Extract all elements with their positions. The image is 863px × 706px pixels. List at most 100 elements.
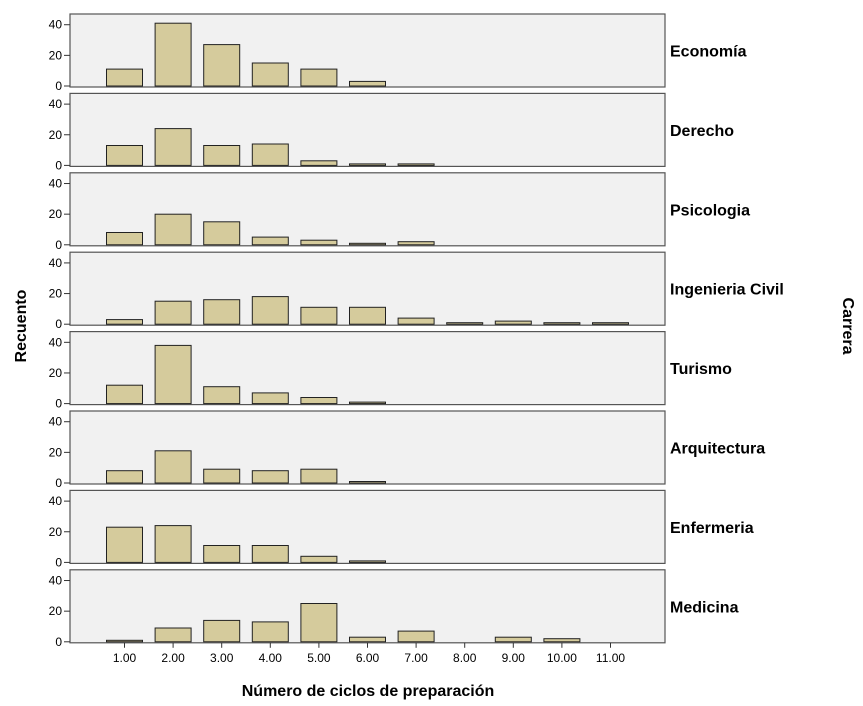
y-tick-label: 0 [55,397,62,411]
bar [154,450,192,484]
x-tick-label: 6.00 [356,651,380,665]
y-tick-label: 0 [55,238,62,252]
x-tick-label: 9.00 [502,651,526,665]
bar [251,296,289,325]
bar [300,468,338,484]
y-tick-label: 20 [49,48,63,62]
bar [300,239,338,246]
panel: 0 20 40 Medicina [49,569,739,649]
bar [251,143,289,166]
bar [203,221,241,246]
y-tick-label: 20 [49,207,63,221]
y-tick-label: 0 [55,635,62,649]
bar [349,401,386,405]
y-tick-label: 40 [49,574,63,588]
bar [154,344,192,405]
bar [300,603,338,643]
y-tick-label: 0 [55,79,62,93]
y-tick-label: 40 [49,256,63,270]
y-tick-label: 40 [49,97,63,111]
bar [203,44,241,87]
x-tick-label: 8.00 [453,651,477,665]
bar [397,317,435,325]
bar [300,306,338,325]
panel-label: Ingenieria Civil [670,282,784,299]
y-tick-label: 40 [49,18,63,32]
bar [349,163,386,166]
panel: 0 20 40 Turismo [49,331,732,411]
bar [203,145,241,166]
bar [494,320,532,325]
panel: 0 20 40 Arquitectura [49,410,765,490]
y-tick-label: 0 [55,158,62,172]
bar [543,322,581,325]
bar [203,386,241,405]
bar [592,322,629,325]
x-tick-label: 5.00 [307,651,331,665]
bar [251,392,289,405]
bar [349,560,386,563]
bar [106,232,143,246]
bar [154,128,192,166]
panel-label: Economía [670,44,747,61]
bar [300,555,338,563]
bar [349,306,386,325]
x-tick-label: 4.00 [259,651,283,665]
panel-label: Medicina [670,599,739,616]
y-tick-label: 20 [49,128,63,142]
x-axis-title: Número de ciclos de preparación [242,683,495,700]
bar [300,68,338,87]
facet-axis-title: Carrera [839,298,856,355]
bar [251,236,289,246]
panel: 0 20 40 Psicologia [49,172,750,252]
bar [446,322,484,325]
bar [154,300,192,325]
panel: 0 20 40 Derecho [49,92,734,172]
bar [349,242,386,246]
panel: 0 20 40 Economía [49,13,747,93]
bar [106,145,143,166]
bar [349,80,386,87]
bar [397,241,435,246]
y-tick-label: 20 [49,525,63,539]
y-tick-label: 0 [55,476,62,490]
panel-label: Enfermeria [670,520,754,537]
bar [543,638,581,643]
y-tick-label: 40 [49,177,63,191]
bar [154,213,192,246]
panel-label: Arquitectura [670,441,765,458]
bar [106,319,143,325]
panel: 0 20 40 Enfermeria [49,489,754,569]
bar [203,299,241,325]
x-tick-label: 1.00 [113,651,137,665]
y-tick-label: 40 [49,494,63,508]
bar [397,163,435,166]
bar [203,545,241,563]
bar [251,62,289,87]
bar [154,22,192,87]
bar [300,160,338,166]
x-tick-label: 3.00 [210,651,234,665]
bar [106,639,143,643]
y-tick-label: 0 [55,317,62,331]
x-tick-label: 2.00 [161,651,185,665]
y-tick-label: 20 [49,287,63,301]
y-tick-label: 20 [49,366,63,380]
y-tick-label: 40 [49,415,63,429]
bar [251,545,289,563]
bar [106,68,143,87]
y-tick-label: 20 [49,445,63,459]
bar [154,525,192,563]
y-tick-label: 0 [55,555,62,569]
bar [300,397,338,405]
bar [251,470,289,484]
bar [106,470,143,484]
y-axis-title: Recuento [13,289,30,362]
x-tick-label: 10.00 [547,651,577,665]
x-tick-label: 7.00 [404,651,428,665]
y-tick-label: 20 [49,604,63,618]
bar [203,468,241,484]
panel: 0 20 40 Ingenieria Civil [49,251,784,331]
bar [349,481,386,484]
